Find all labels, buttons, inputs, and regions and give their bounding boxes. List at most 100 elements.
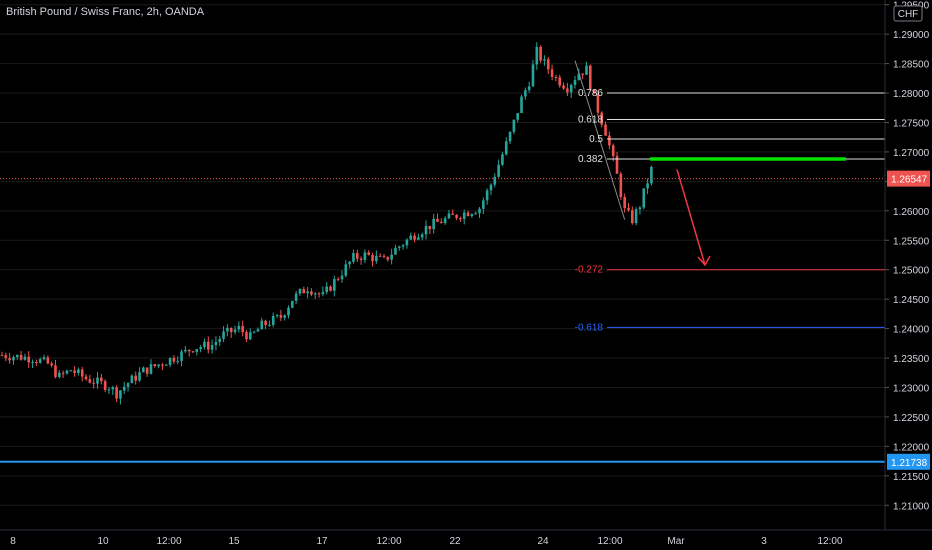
candle-body <box>577 73 581 81</box>
candle-body <box>23 356 27 360</box>
candle-body <box>191 351 195 353</box>
candle-body <box>627 208 630 211</box>
support-price-badge <box>887 453 930 470</box>
price-tick-label: 1.24000 <box>893 325 930 336</box>
candle-body <box>329 286 332 291</box>
candle-body <box>623 197 626 209</box>
candle-body <box>375 255 378 262</box>
candle-body <box>157 364 160 367</box>
candle-body <box>535 46 539 65</box>
candle-body <box>218 338 222 342</box>
fib-level-label: 0.786 <box>578 88 603 99</box>
candle-body <box>252 331 256 333</box>
candle-body <box>600 112 604 125</box>
candle-body <box>573 80 577 85</box>
candle-body <box>432 218 435 230</box>
candle-body <box>161 364 164 366</box>
candle-body <box>409 235 413 240</box>
time-tick-label: 12:00 <box>156 536 181 547</box>
time-tick-label: 12:00 <box>376 536 401 547</box>
candle-body <box>84 376 88 380</box>
price-tick-label: 1.29000 <box>893 30 930 41</box>
price-tick-label: 1.22500 <box>893 413 930 424</box>
candle-body <box>310 291 313 295</box>
candle-body <box>294 293 298 301</box>
time-tick-label: 8 <box>10 536 16 547</box>
candle-body <box>180 351 183 361</box>
candle-body <box>237 325 241 330</box>
candle-body <box>348 261 351 265</box>
candle-body <box>103 381 107 391</box>
time-tick-label: 22 <box>449 536 461 547</box>
candle-body <box>229 327 233 333</box>
candle-body <box>313 293 317 295</box>
candle-body <box>69 370 73 372</box>
candle-body <box>531 64 535 87</box>
candle-body <box>470 214 474 217</box>
candle-body <box>130 375 134 384</box>
candle-body <box>287 307 290 316</box>
time-tick-label: 15 <box>228 536 240 547</box>
candle-body <box>46 357 50 364</box>
price-tick-label: 1.28000 <box>893 89 930 100</box>
candle-body <box>581 73 584 75</box>
candle-body <box>31 362 34 364</box>
candle-body <box>172 357 176 362</box>
candle-body <box>367 252 371 255</box>
candle-body <box>80 369 84 377</box>
candle-body <box>249 332 252 340</box>
candle-body <box>325 286 328 293</box>
candle-body <box>520 96 523 114</box>
price-tick-label: 1.21000 <box>893 501 930 512</box>
candle-body <box>42 357 46 360</box>
candle-body <box>474 213 477 215</box>
candle-body <box>386 256 390 260</box>
candle-body <box>19 354 23 360</box>
candle-body <box>489 184 493 191</box>
candle-body <box>142 367 145 373</box>
candle-body <box>397 246 401 248</box>
candle-body <box>15 354 19 358</box>
candle-body <box>27 356 31 363</box>
candle-body <box>107 389 111 391</box>
candle-body <box>344 264 348 276</box>
candle-body <box>615 156 619 174</box>
candle-body <box>562 85 565 89</box>
candle-body <box>0 355 4 357</box>
fib-level-label: -0.272 <box>575 265 604 276</box>
candle-body <box>443 218 447 224</box>
fib-level-label: -0.618 <box>575 322 604 333</box>
time-tick-label: 17 <box>316 536 328 547</box>
candle-body <box>504 141 508 155</box>
candle-body <box>340 275 344 280</box>
candle-body <box>539 46 542 61</box>
candle-body <box>650 166 653 184</box>
candle-body <box>153 364 157 367</box>
candle-body <box>440 221 443 224</box>
candle-body <box>485 190 489 201</box>
candle-body <box>61 372 65 374</box>
fib-level-label: 0.382 <box>578 154 603 165</box>
price-tick-label: 1.25000 <box>893 266 930 277</box>
candle-body <box>596 93 600 113</box>
candle-body <box>264 320 267 326</box>
time-tick-label: 12:00 <box>817 536 842 547</box>
candle-body <box>359 258 363 260</box>
candle-body <box>35 362 38 364</box>
candle-body <box>508 131 512 142</box>
candle-body <box>317 293 321 295</box>
candle-body <box>371 254 374 262</box>
candle-body <box>585 65 588 75</box>
candle-body <box>302 289 306 294</box>
candle-body <box>566 88 569 93</box>
candle-body <box>65 370 69 374</box>
candle-body <box>512 119 516 132</box>
candle-body <box>279 315 283 318</box>
candle-body <box>96 377 99 384</box>
candle-body <box>138 372 141 381</box>
candle-body <box>459 218 462 220</box>
candle-body <box>226 327 229 332</box>
chart-title: British Pound / Swiss Franc, 2h, OANDA <box>6 6 205 18</box>
